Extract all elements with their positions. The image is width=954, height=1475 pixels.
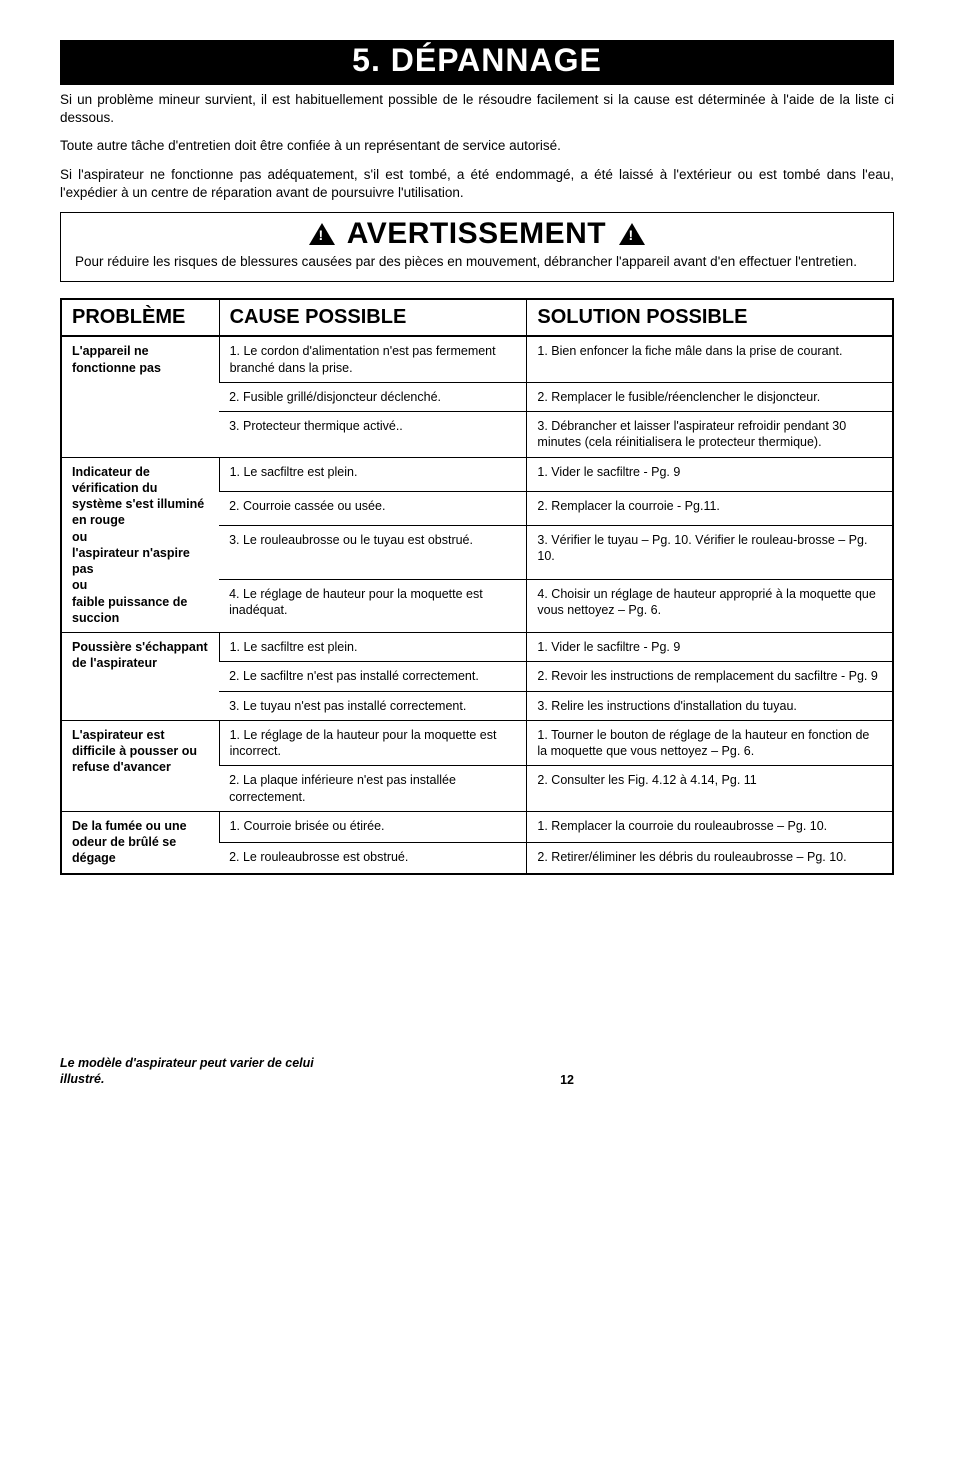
cause-cell: 2. Le sacfiltre n'est pas installé corre…: [219, 662, 527, 691]
solution-cell: 1. Bien enfoncer la fiche mâle dans la p…: [527, 336, 893, 382]
solution-cell: 2. Retirer/éliminer les débris du roulea…: [527, 842, 893, 873]
header-cause: CAUSE POSSIBLE: [219, 299, 527, 336]
solution-cell: 2. Remplacer la courroie - Pg.11.: [527, 491, 893, 525]
solution-cell: 2. Revoir les instructions de remplaceme…: [527, 662, 893, 691]
solution-cell: 3. Relire les instructions d'installatio…: [527, 691, 893, 720]
warning-triangle-icon: [619, 223, 645, 245]
warning-title-text: AVERTISSEMENT: [347, 217, 606, 250]
cause-cell: 1. Le sacfiltre est plein.: [219, 633, 527, 662]
warning-triangle-icon: [309, 223, 335, 245]
footer-page-number: 12: [560, 1073, 574, 1087]
warning-box: AVERTISSEMENT Pour réduire les risques d…: [60, 212, 894, 282]
cause-cell: 2. Courroie cassée ou usée.: [219, 491, 527, 525]
cause-cell: 3. Le rouleaubrosse ou le tuyau est obst…: [219, 526, 527, 579]
intro-paragraph-2: Toute autre tâche d'entretien doit être …: [60, 137, 894, 155]
table-row: Indicateur de vérification du système s'…: [61, 457, 893, 491]
table-row: Poussière s'échappant de l'aspirateur1. …: [61, 633, 893, 662]
page-footer: Le modèle d'aspirateur peut varier de ce…: [60, 1055, 894, 1088]
cause-cell: 1. Courroie brisée ou étirée.: [219, 811, 527, 842]
cause-cell: 3. Protecteur thermique activé..: [219, 412, 527, 458]
solution-cell: 1. Remplacer la courroie du rouleaubross…: [527, 811, 893, 842]
solution-cell: 1. Tourner le bouton de réglage de la ha…: [527, 720, 893, 766]
solution-cell: 3. Vérifier le tuyau – Pg. 10. Vérifier …: [527, 526, 893, 579]
solution-cell: 1. Vider le sacfiltre - Pg. 9: [527, 633, 893, 662]
solution-cell: 2. Consulter les Fig. 4.12 à 4.14, Pg. 1…: [527, 766, 893, 812]
cause-cell: 1. Le réglage de la hauteur pour la moqu…: [219, 720, 527, 766]
solution-cell: 4. Choisir un réglage de hauteur appropr…: [527, 579, 893, 632]
cause-cell: 2. Fusible grillé/disjoncteur déclenché.: [219, 382, 527, 411]
cause-cell: 2. La plaque inférieure n'est pas instal…: [219, 766, 527, 812]
problem-cell: L'appareil ne fonctionne pas: [61, 336, 219, 457]
cause-cell: 2. Le rouleaubrosse est obstrué.: [219, 842, 527, 873]
intro-paragraph-3: Si l'aspirateur ne fonctionne pas adéqua…: [60, 166, 894, 202]
problem-cell: Poussière s'échappant de l'aspirateur: [61, 633, 219, 721]
solution-cell: 1. Vider le sacfiltre - Pg. 9: [527, 457, 893, 491]
cause-cell: 4. Le réglage de hauteur pour la moquett…: [219, 579, 527, 632]
header-solution: SOLUTION POSSIBLE: [527, 299, 893, 336]
footer-note: Le modèle d'aspirateur peut varier de ce…: [60, 1055, 360, 1088]
troubleshooting-table: PROBLÈME CAUSE POSSIBLE SOLUTION POSSIBL…: [60, 298, 894, 874]
problem-cell: Indicateur de vérification du système s'…: [61, 457, 219, 633]
table-row: L'appareil ne fonctionne pas1. Le cordon…: [61, 336, 893, 382]
cause-cell: 1. Le cordon d'alimentation n'est pas fe…: [219, 336, 527, 382]
warning-title: AVERTISSEMENT: [75, 217, 879, 251]
solution-cell: 3. Débrancher et laisser l'aspirateur re…: [527, 412, 893, 458]
section-banner: 5. DÉPANNAGE: [60, 40, 894, 85]
cause-cell: 1. Le sacfiltre est plein.: [219, 457, 527, 491]
warning-text: Pour réduire les risques de blessures ca…: [75, 253, 879, 271]
intro-paragraph-1: Si un problème mineur survient, il est h…: [60, 91, 894, 127]
cause-cell: 3. Le tuyau n'est pas installé correctem…: [219, 691, 527, 720]
header-problem: PROBLÈME: [61, 299, 219, 336]
problem-cell: De la fumée ou une odeur de brûlé se dég…: [61, 811, 219, 873]
solution-cell: 2. Remplacer le fusible/réenclencher le …: [527, 382, 893, 411]
table-row: De la fumée ou une odeur de brûlé se dég…: [61, 811, 893, 842]
table-header-row: PROBLÈME CAUSE POSSIBLE SOLUTION POSSIBL…: [61, 299, 893, 336]
table-row: L'aspirateur est difficile à pousser ou …: [61, 720, 893, 766]
problem-cell: L'aspirateur est difficile à pousser ou …: [61, 720, 219, 811]
